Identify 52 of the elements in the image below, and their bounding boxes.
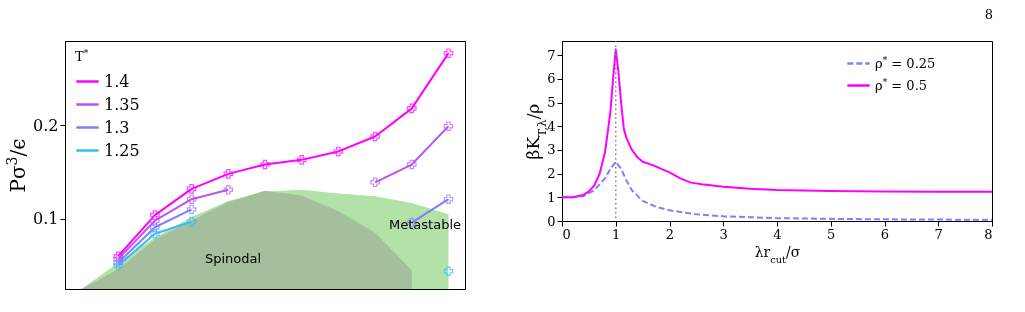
annotation: Metastable [389,216,461,232]
line-series [562,48,992,199]
x-tick-label: 6 [880,226,890,242]
point [407,159,417,170]
point [186,216,197,227]
point [333,146,344,157]
point [443,194,454,204]
annotation: Spinodal [204,251,262,267]
y-tick-label: 6 [547,71,556,87]
point [296,155,307,165]
point [443,266,454,276]
y-tick-label: 1 [547,189,556,205]
point [260,159,270,170]
point [223,185,234,195]
x-tick-label: 7 [934,226,943,242]
x-tick-label: 4 [773,226,782,242]
point [186,204,197,215]
point [150,229,160,239]
x-tick-label: 0 [562,226,571,242]
legend-label: ρ$^{*}$ = 0.25 [875,54,936,71]
legend-label: ρ$^{*}$ = 0.5 [875,76,928,93]
point [186,194,197,204]
point [370,131,380,142]
y-tick-label: 2 [547,166,556,182]
point [150,222,160,233]
y-tick-label: 4 [547,118,556,134]
point [150,215,160,226]
point [443,48,454,58]
legend-label: 1.4 [104,71,130,91]
x-tick-label: 8 [984,226,993,242]
x-tick-label: 3 [719,226,728,242]
point [370,177,380,188]
point [223,169,234,179]
point [443,121,454,131]
point [407,103,417,114]
text: 8 [984,6,993,22]
point [186,184,197,194]
legend-label: 1.25 [104,140,140,160]
legend-title: T$^{*}$ [75,48,89,64]
x-axis-title: λr$_{cut}$/σ [754,243,801,264]
point [150,210,160,220]
y-tick-label: 0.2 [33,115,59,135]
y-tick-label: 0.1 [33,209,59,229]
y-tick-label: 7 [547,47,556,63]
legend-label: 1.3 [104,117,130,137]
legend-label: 1.35 [104,94,140,114]
y-tick-label: 0 [547,213,556,229]
y-tick-label: 5 [547,95,556,111]
x-tick-label: 2 [665,226,675,242]
y-tick-label: 3 [547,142,556,158]
x-tick-label: 1 [612,226,621,242]
x-tick-label: 5 [827,226,836,242]
